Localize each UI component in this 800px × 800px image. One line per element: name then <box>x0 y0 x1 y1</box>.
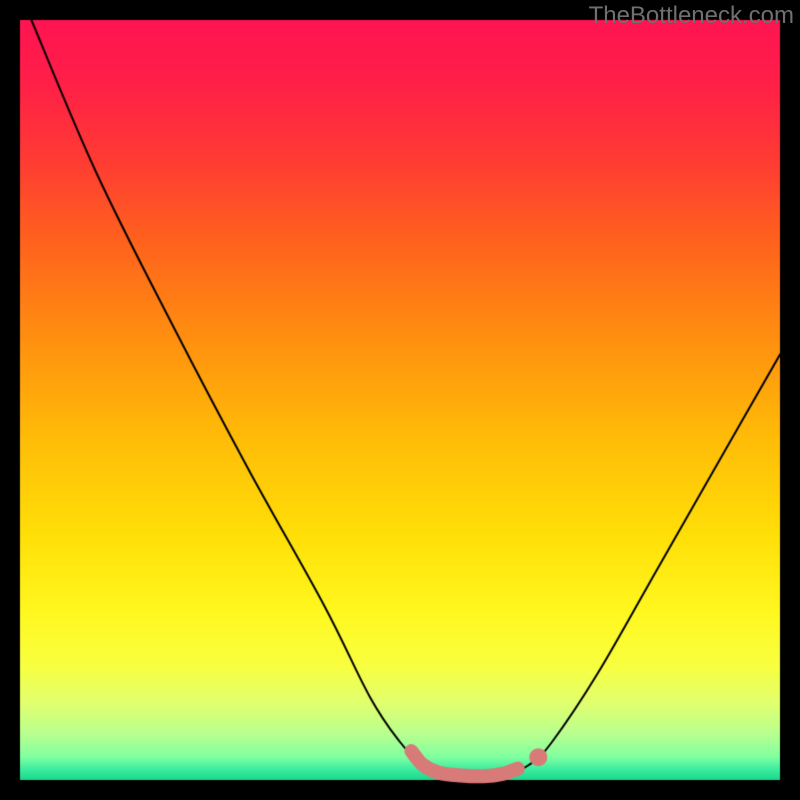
watermark-text: TheBottleneck.com <box>589 2 794 30</box>
bottleneck-curve-chart <box>0 0 800 800</box>
chart-container: TheBottleneck.com <box>0 0 800 800</box>
